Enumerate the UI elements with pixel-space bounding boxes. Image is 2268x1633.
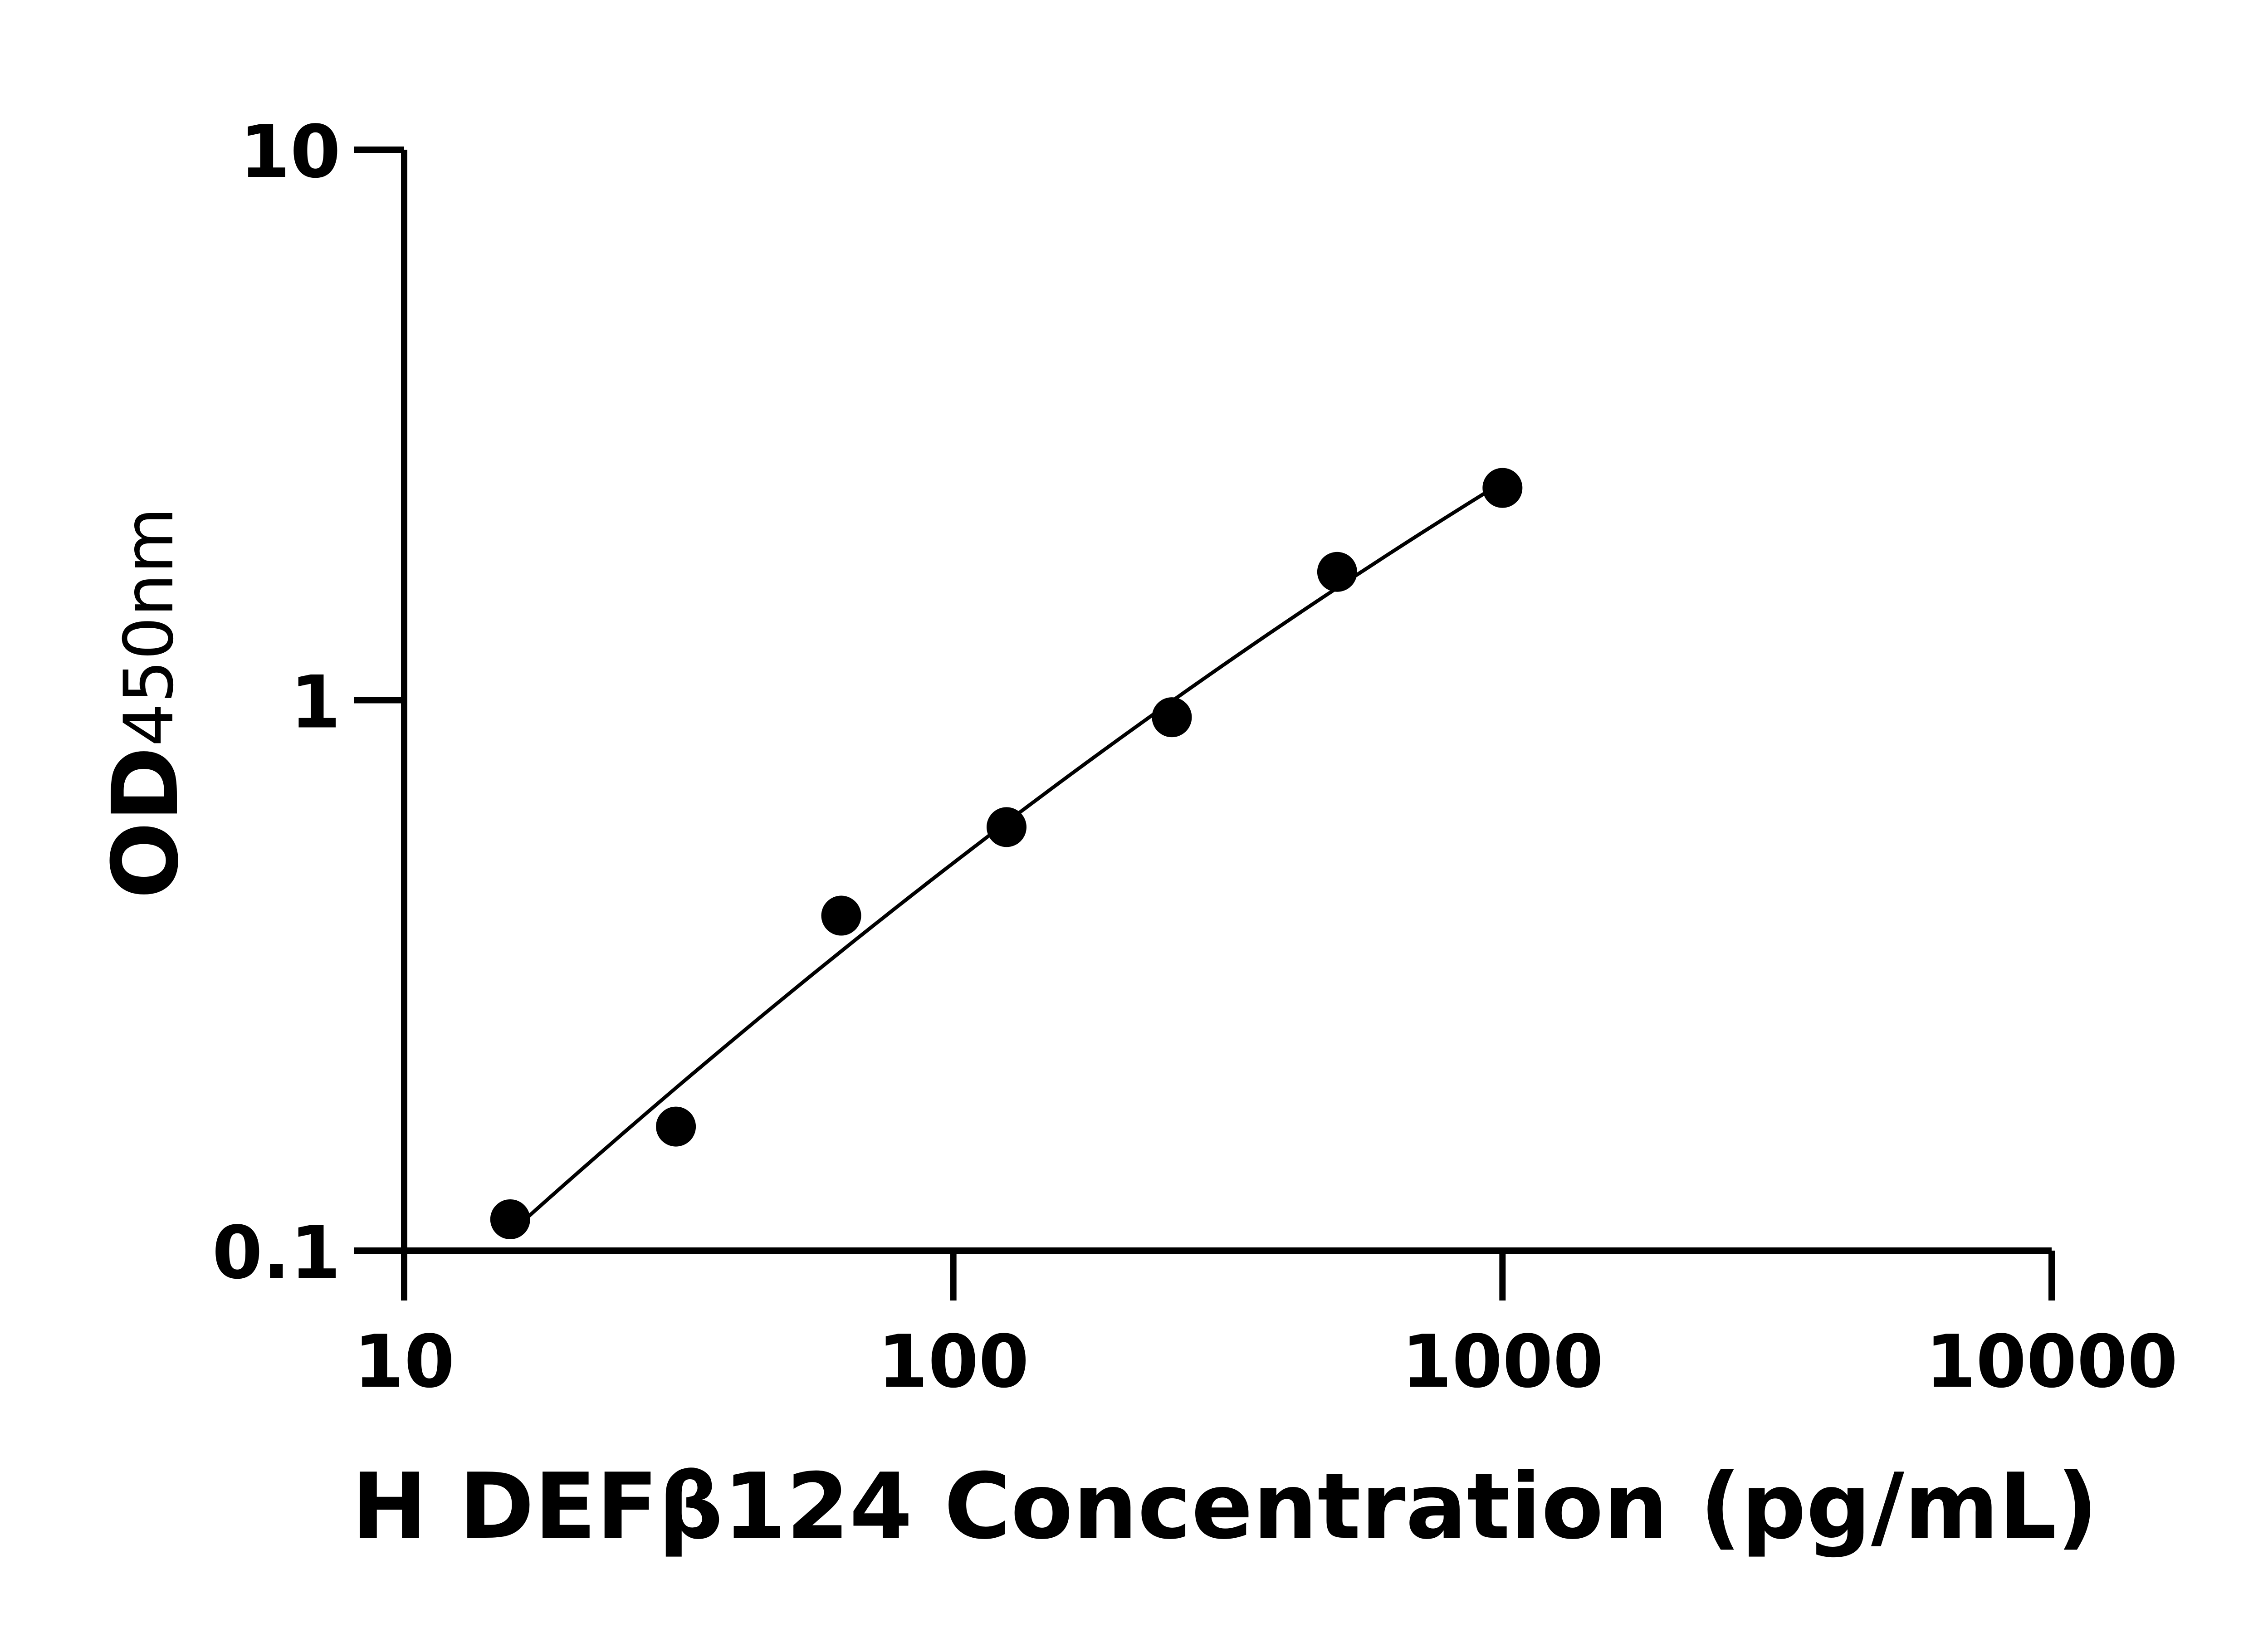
y-tick-label: 0.1 (212, 1210, 341, 1295)
data-marks (490, 468, 1523, 1239)
data-point (1482, 468, 1523, 508)
data-point (490, 1199, 530, 1239)
x-axis-label: H DEFβ124 Concentration (pg/mL) (352, 1454, 2098, 1560)
data-point (1317, 552, 1357, 592)
y-axis-label: OD450nm (93, 507, 199, 899)
data-point (656, 1106, 696, 1147)
data-point (986, 807, 1026, 847)
tick-labels: 10 100 1000 10000 0.1 1 10 (212, 109, 2178, 1404)
y-axis-label-sub: 450nm (110, 507, 189, 747)
x-tick-label: 10000 (1926, 1319, 2178, 1404)
y-tick-label: 10 (240, 109, 341, 194)
x-tick-label: 100 (878, 1319, 1029, 1404)
y-axis-label-main: OD (93, 747, 199, 899)
x-tick-label: 1000 (1402, 1319, 1603, 1404)
y-tick-label: 1 (290, 660, 341, 745)
data-point (1152, 697, 1192, 738)
data-point (821, 895, 861, 936)
x-tick-label: 10 (354, 1319, 455, 1404)
axes (354, 147, 2055, 1301)
